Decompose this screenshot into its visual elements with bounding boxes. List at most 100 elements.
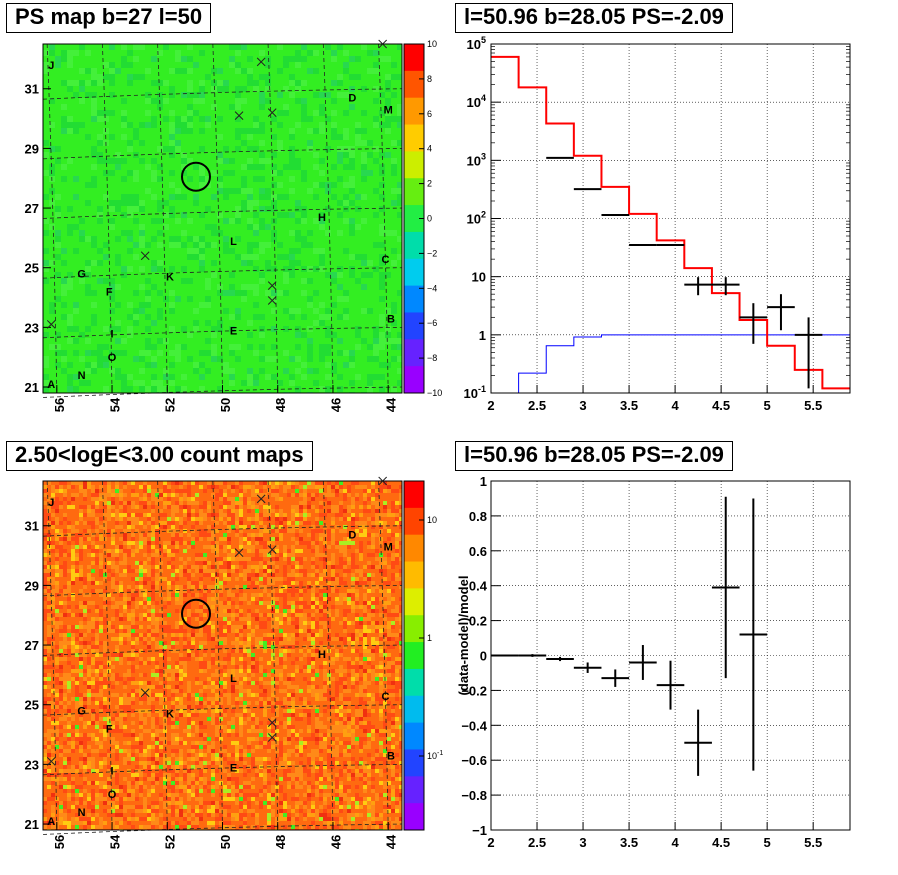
ps-y-tick-label: 21 xyxy=(25,380,39,395)
ps-colorbar-label: −10 xyxy=(427,388,442,398)
ps-y-tick-label: 29 xyxy=(25,141,39,156)
count-x-tick-label: 46 xyxy=(328,835,343,849)
ps-source-label: M xyxy=(384,105,393,117)
residual-y-tick-label: 0.4 xyxy=(469,579,488,594)
ps-source-label: A xyxy=(47,379,55,391)
count-colorbar xyxy=(404,481,424,831)
ps-source-cross xyxy=(267,108,277,117)
residual-y-tick-label: −0.2 xyxy=(461,683,487,698)
spectrum-y-tick-label: 104 xyxy=(467,93,486,110)
ps-source-label: E xyxy=(230,325,237,337)
residual-x-tick-label: 4 xyxy=(671,835,679,850)
ps-colorbar-label: 0 xyxy=(427,214,432,224)
count-x-tick-label: 44 xyxy=(384,834,399,849)
ps-colorbar-label: 10 xyxy=(427,39,437,49)
count-source-label: D xyxy=(348,530,356,542)
ps-source-label: L xyxy=(230,236,237,248)
ps-source-label: B xyxy=(387,313,395,325)
residual-y-axis-label: (data-model)/model xyxy=(456,576,471,696)
count-source-label: H xyxy=(318,649,326,661)
ps-colorbar xyxy=(404,44,424,394)
count-colorbar-label: 10-1 xyxy=(427,750,443,761)
ps-colorbar-label: −2 xyxy=(427,248,437,258)
ps-map-title: PS map b=27 l=50 xyxy=(6,3,212,33)
ps-map-cells xyxy=(43,44,402,393)
spectrum-title: l=50.96 b=28.05 PS=-2.09 xyxy=(455,3,733,33)
count-source-cross xyxy=(234,548,244,557)
residual-y-tick-label: 1 xyxy=(480,474,487,489)
spectrum-x-tick-label: 3.5 xyxy=(620,398,638,413)
residual-x-tick-label: 2 xyxy=(487,835,494,850)
count-source-label: L xyxy=(230,673,237,685)
count-y-tick-label: 31 xyxy=(25,519,39,534)
count-source-label: A xyxy=(47,816,55,828)
ps-x-tick-label: 50 xyxy=(218,398,233,412)
count-x-tick-label: 54 xyxy=(107,834,122,849)
ps-source-label: J xyxy=(48,60,54,72)
ps-source-cross xyxy=(267,281,277,290)
ps-x-tick-label: 56 xyxy=(52,398,67,412)
residual-x-tick-label: 4.5 xyxy=(712,835,730,850)
residual-x-tick-label: 3 xyxy=(579,835,586,850)
residual-x-tick-label: 5.5 xyxy=(804,835,822,850)
spectrum-y-tick-label: 105 xyxy=(467,35,486,52)
ps-y-tick-label: 23 xyxy=(25,320,39,335)
residual-plot-area xyxy=(491,481,850,830)
count-colorbar-label: 10 xyxy=(427,515,437,525)
residual-x-tick-label: 5 xyxy=(764,835,771,850)
ps-source-label: N xyxy=(78,370,86,382)
count-y-tick-label: 23 xyxy=(25,757,39,772)
ps-source-label: G xyxy=(77,269,86,281)
count-source-cross xyxy=(378,476,388,486)
residual-x-tick-label: 3.5 xyxy=(620,835,638,850)
ps-source-label: H xyxy=(318,212,326,224)
count-source-cross xyxy=(267,718,277,727)
spectrum-x-tick-label: 5.5 xyxy=(804,398,822,413)
count-y-tick-label: 27 xyxy=(25,638,39,653)
count-source-label: M xyxy=(384,542,393,554)
count-marked-source-circle xyxy=(180,598,211,629)
ps-source-cross xyxy=(140,251,150,261)
count-source-cross xyxy=(46,757,56,766)
count-source-cross xyxy=(267,545,277,554)
count-source-label: G xyxy=(77,706,86,718)
residual-y-tick-label: 0.8 xyxy=(469,509,487,524)
count-source-label: F xyxy=(106,724,113,736)
count-source-label: B xyxy=(387,750,395,762)
ps-y-tick-label: 27 xyxy=(25,201,39,216)
count-source-label: K xyxy=(166,709,174,721)
count-coord-grid xyxy=(42,480,403,835)
spectrum-x-tick-label: 4.5 xyxy=(712,398,730,413)
ps-source-label: D xyxy=(348,93,356,105)
count-colorbar-frame xyxy=(403,480,425,831)
ps-x-tick-label: 52 xyxy=(163,398,178,412)
ps-source-cross xyxy=(234,111,244,120)
ps-source-cross xyxy=(256,57,266,67)
residual-y-tick-label: −0.6 xyxy=(461,753,487,768)
ps-x-tick-label: 54 xyxy=(107,397,122,412)
spectrum-y-tick-label: 1 xyxy=(479,328,486,343)
ps-colorbar-label: 8 xyxy=(427,74,432,84)
residual-y-tick-label: 0.6 xyxy=(469,544,487,559)
residual-x-tick-label: 2.5 xyxy=(528,835,546,850)
count-x-tick-label: 50 xyxy=(218,835,233,849)
ps-colorbar-label: −6 xyxy=(427,318,437,328)
ps-source-cross xyxy=(267,296,277,305)
residual-y-tick-label: −0.4 xyxy=(461,718,487,733)
count-source-label: J xyxy=(48,497,54,509)
spectrum-model-step-line xyxy=(491,55,850,390)
ps-marked-source-circle xyxy=(180,161,211,192)
count-source-cross xyxy=(256,494,266,504)
spectrum-x-tick-label: 2.5 xyxy=(528,398,546,413)
count-x-tick-label: 56 xyxy=(52,835,67,849)
residual-y-tick-label: −1 xyxy=(472,823,487,838)
residual-title: l=50.96 b=28.05 PS=-2.09 xyxy=(455,441,733,471)
count-source-label: O xyxy=(108,789,117,801)
count-x-tick-label: 52 xyxy=(163,835,178,849)
spectrum-x-tick-label: 2 xyxy=(487,398,494,413)
ps-source-label: O xyxy=(108,352,117,364)
count-map-cells xyxy=(43,481,402,830)
ps-colorbar-label: 6 xyxy=(427,109,432,119)
ps-y-tick-label: 31 xyxy=(25,82,39,97)
ps-source-cross xyxy=(46,320,56,329)
